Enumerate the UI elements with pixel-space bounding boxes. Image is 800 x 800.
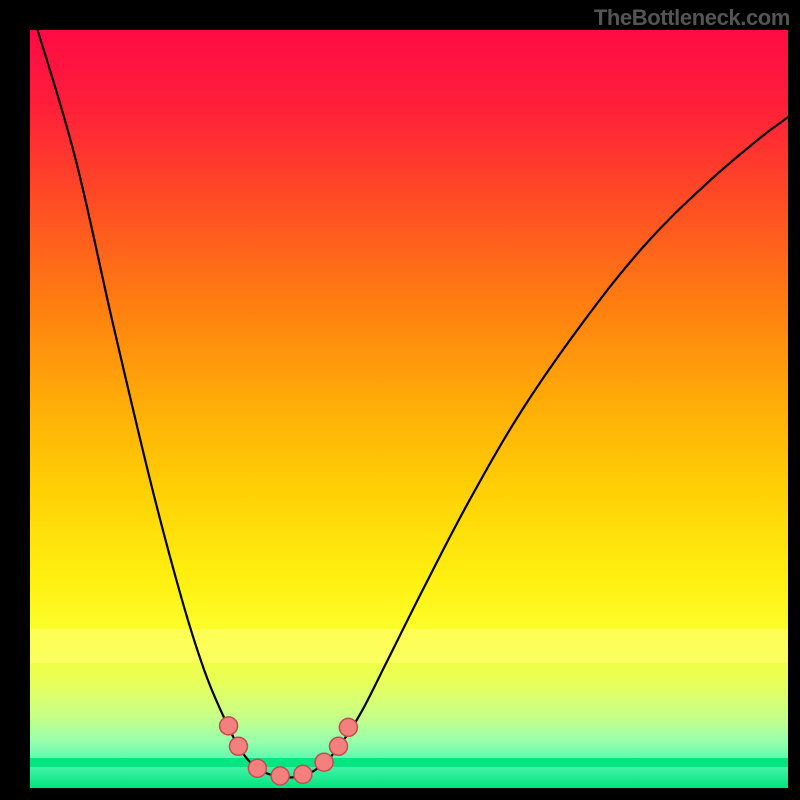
marker-7 — [339, 718, 357, 736]
bottleneck-markers — [220, 717, 358, 785]
marker-1 — [229, 737, 247, 755]
marker-6 — [330, 737, 348, 755]
marker-4 — [294, 765, 312, 783]
bottleneck-curve — [38, 30, 788, 778]
marker-2 — [248, 759, 266, 777]
chart-overlay — [0, 0, 800, 800]
marker-0 — [220, 717, 238, 735]
watermark-text: TheBottleneck.com — [594, 5, 790, 31]
figure-root: TheBottleneck.com — [0, 0, 800, 800]
marker-5 — [315, 753, 333, 771]
marker-3 — [271, 767, 289, 785]
